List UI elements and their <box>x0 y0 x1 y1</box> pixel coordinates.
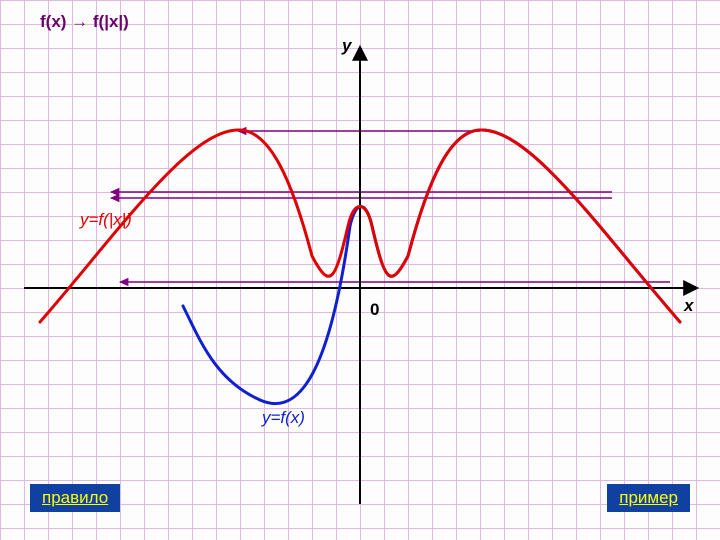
example-button[interactable]: пример <box>607 484 690 512</box>
reflection-guides <box>111 131 670 282</box>
x-axis-label: x <box>684 296 693 316</box>
curve-label-f: y=f(x) <box>262 408 305 428</box>
graph-canvas <box>0 0 720 540</box>
curve-f <box>183 130 680 404</box>
curve-label-fabs: y=f(|x|) <box>80 210 132 230</box>
origin-label: 0 <box>370 300 379 320</box>
y-axis-label: y <box>342 36 351 56</box>
transform-title: f(x) → f(|x|) <box>40 12 129 32</box>
rule-button[interactable]: правило <box>30 484 120 512</box>
